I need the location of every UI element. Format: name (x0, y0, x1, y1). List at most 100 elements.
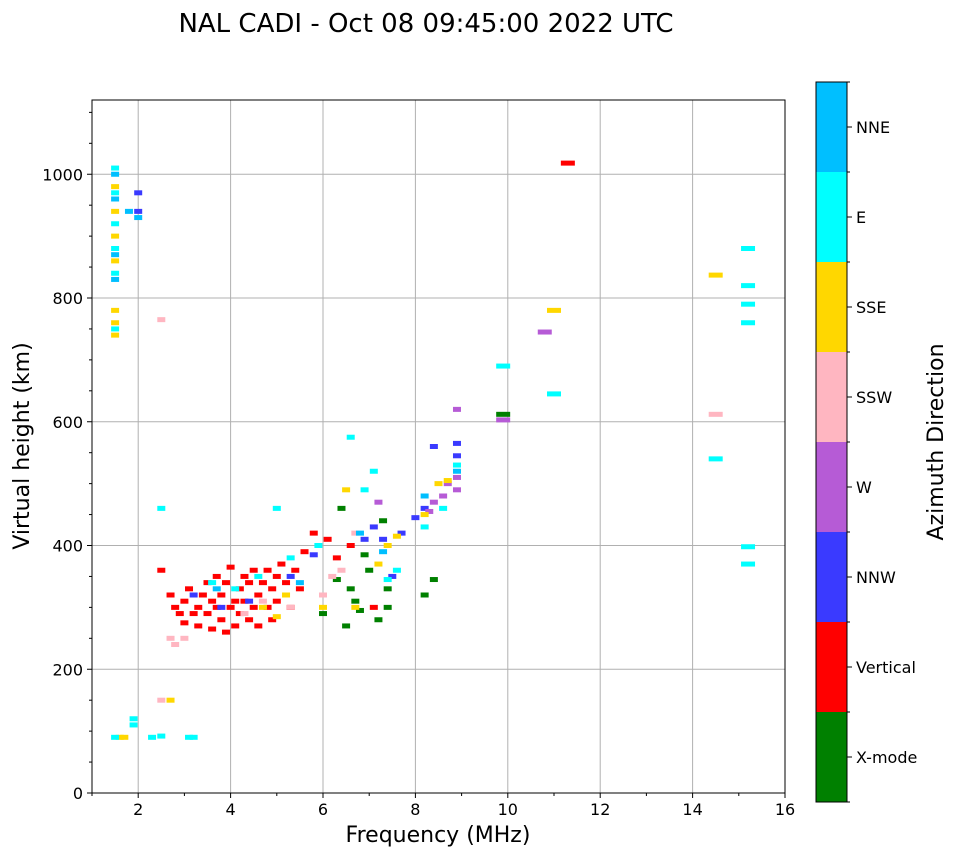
x-axis: 2 4 6 8 10 12 14 16 (91, 793, 795, 819)
data-points (111, 160, 756, 740)
data-point-x-mode (332, 577, 341, 583)
data-point-vertical (157, 567, 166, 573)
data-point-ssw (328, 573, 337, 579)
colorbar-tick-label: SSW (856, 388, 892, 407)
data-point-sse (111, 258, 120, 264)
data-point-sse (111, 233, 120, 239)
data-point-vertical (208, 598, 217, 604)
data-point-e (111, 326, 120, 332)
colorbar-segment (816, 442, 847, 532)
data-point-nnw (245, 598, 254, 604)
y-tick-label: 600 (52, 413, 83, 432)
data-point-e (547, 391, 561, 397)
data-point-nne (212, 586, 221, 592)
y-axis-label: Virtual height (km) (10, 342, 35, 549)
colorbar-tick-label: W (856, 478, 872, 497)
data-point-e (111, 165, 120, 171)
data-point-sse (374, 561, 383, 567)
data-point-vertical (203, 580, 212, 586)
data-point-vertical (171, 604, 180, 610)
data-point-ssw (157, 697, 166, 703)
data-point-e (452, 462, 461, 468)
data-point-nnw (379, 536, 388, 542)
data-point-vertical (212, 573, 221, 579)
data-point-vertical (332, 555, 341, 561)
x-tick-label: 8 (410, 800, 420, 819)
data-point-vertical (268, 617, 277, 623)
data-point-vertical (254, 623, 263, 629)
data-point-w (439, 493, 448, 499)
data-point-nne (124, 208, 133, 214)
data-point-e (360, 487, 369, 493)
data-point-x-mode (337, 505, 346, 511)
data-point-vertical (217, 592, 226, 598)
colorbar-segment (816, 262, 847, 352)
data-point-nne (379, 549, 388, 555)
data-point-e (111, 221, 120, 227)
colorbar-segment (816, 622, 847, 712)
data-point-nne (452, 468, 461, 474)
data-point-e (254, 573, 263, 579)
data-point-nne (111, 196, 120, 202)
data-point-e (111, 190, 120, 196)
data-point-vertical (249, 567, 258, 573)
colorbar-tick-label: SSE (856, 298, 886, 317)
data-point-nnw (388, 573, 397, 579)
data-point-x-mode (429, 577, 438, 583)
data-point-vertical (277, 561, 286, 567)
colorbar-segment (816, 172, 847, 262)
data-point-w (429, 499, 438, 505)
data-point-vertical (300, 549, 309, 555)
data-point-vertical (226, 564, 235, 570)
data-point-e (369, 468, 378, 474)
data-point-sse (351, 604, 360, 610)
colorbar-segment (816, 532, 847, 622)
data-point-vertical (282, 580, 291, 586)
x-tick-label: 6 (318, 800, 328, 819)
data-point-sse (443, 478, 452, 484)
colorbar-tick-label: E (856, 208, 866, 227)
data-point-e (741, 246, 756, 251)
data-point-e (741, 544, 756, 550)
data-point-vertical (560, 160, 575, 166)
data-point-sse (383, 543, 392, 548)
data-point-nne (111, 171, 120, 177)
data-point-vertical (272, 598, 281, 604)
data-point-ssw (351, 530, 360, 536)
data-point-x-mode (342, 623, 351, 629)
data-point-sse (282, 592, 291, 598)
data-point-vertical (180, 598, 189, 604)
data-point-x-mode (365, 567, 374, 573)
data-point-x-mode (379, 518, 388, 524)
data-point-sse (392, 533, 401, 539)
data-point-w (496, 417, 511, 423)
grid (92, 100, 786, 794)
data-point-vertical (240, 598, 249, 604)
data-point-vertical (208, 626, 217, 632)
data-point-vertical (254, 592, 263, 598)
data-point-e (157, 733, 166, 739)
data-point-vertical (166, 592, 175, 598)
data-point-sse (111, 208, 120, 214)
colorbar-segment (816, 82, 847, 172)
data-point-vertical (226, 604, 235, 610)
data-point-nnw (420, 505, 429, 511)
data-point-vertical (258, 580, 267, 586)
data-point-vertical (221, 629, 230, 635)
data-point-e (185, 734, 194, 740)
data-point-e (129, 722, 138, 728)
data-point-w (452, 474, 461, 480)
data-point-ssw (708, 411, 723, 417)
colorbar-frame (815, 81, 848, 803)
data-point-vertical (198, 592, 207, 598)
x-tick-label: 16 (775, 800, 795, 819)
colorbar-segment (816, 352, 847, 442)
x-tick-label: 10 (498, 800, 518, 819)
data-point-x-mode (319, 611, 327, 617)
data-point-x-mode (383, 604, 392, 610)
data-point-w (452, 406, 461, 412)
data-point-x-mode (355, 607, 364, 613)
colorbar-tick-label: Vertical (856, 658, 916, 677)
data-point-vertical (189, 611, 198, 617)
